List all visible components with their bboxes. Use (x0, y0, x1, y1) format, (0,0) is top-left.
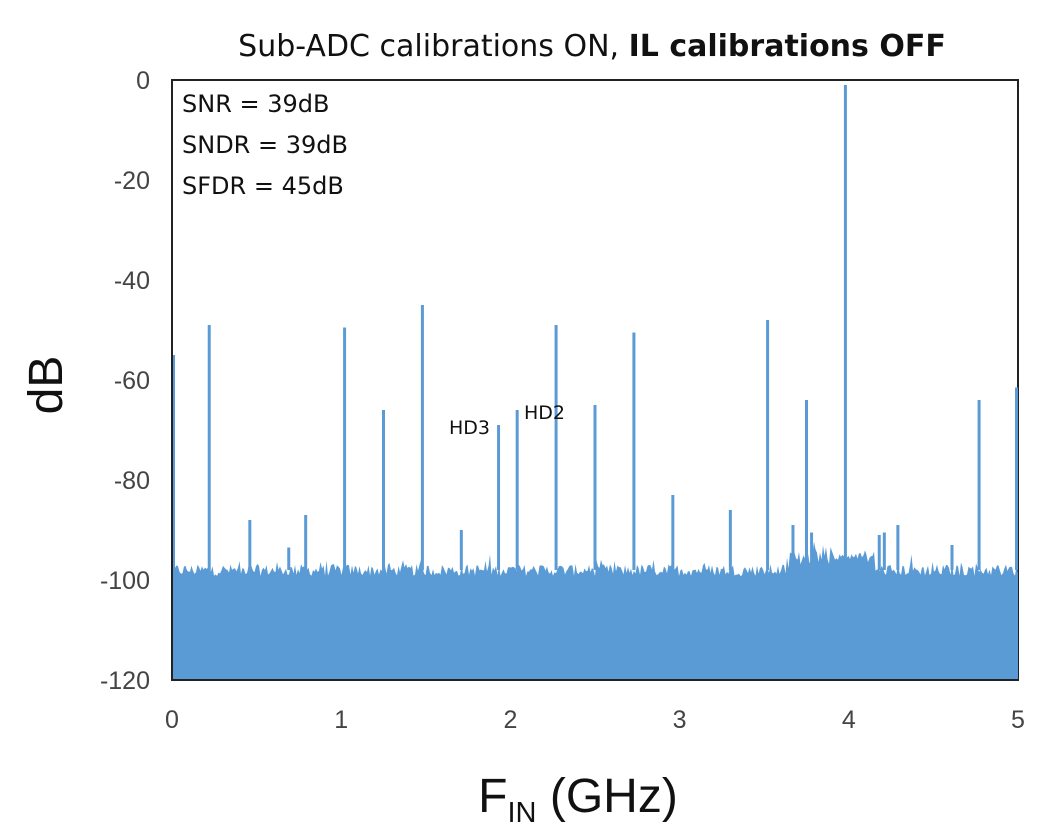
y-tick-label: -60 (114, 367, 150, 395)
x-axis-title-suffix: (GHz) (537, 770, 678, 823)
chart-title: Sub-ADC calibrations ON, IL calibrations… (238, 29, 946, 64)
y-axis-title: dB (20, 356, 73, 415)
chart-title-normal: Sub-ADC calibrations ON, (238, 29, 628, 64)
stat-snr: SNR = 39dB (182, 90, 329, 118)
x-tick-label: 4 (842, 706, 856, 734)
y-tick-label: 0 (136, 67, 150, 95)
x-tick-label: 1 (334, 706, 348, 734)
x-tick-labels: 0 1 2 3 4 5 (165, 706, 1025, 734)
y-tick-label: -20 (114, 167, 150, 195)
stat-sfdr: SFDR = 45dB (182, 172, 344, 200)
y-tick-label: -40 (114, 267, 150, 295)
chart-title-bold: IL calibrations OFF (629, 29, 946, 64)
y-tick-label: -120 (100, 667, 150, 695)
spectrum-series (172, 85, 1018, 680)
x-tick-label: 2 (503, 706, 517, 734)
x-tick-label: 0 (165, 706, 179, 734)
y-tick-labels: 0 -20 -40 -60 -80 -100 -120 (100, 67, 150, 695)
noise-floor-area (172, 541, 1018, 680)
x-axis-title-subscript: IN (508, 797, 537, 829)
x-tick-label: 3 (673, 706, 687, 734)
y-tick-label: -80 (114, 467, 150, 495)
y-tick-label: -100 (100, 567, 150, 595)
annotation-hd3: HD3 (449, 417, 490, 439)
x-tick-label: 5 (1011, 706, 1025, 734)
x-axis-title-main: F (478, 770, 507, 823)
annotation-hd2: HD2 (524, 402, 565, 424)
x-axis-title: FIN (GHz) (478, 770, 678, 829)
stats-box: SNR = 39dB SNDR = 39dB SFDR = 45dB (182, 90, 348, 200)
stat-sndr: SNDR = 39dB (182, 131, 348, 159)
